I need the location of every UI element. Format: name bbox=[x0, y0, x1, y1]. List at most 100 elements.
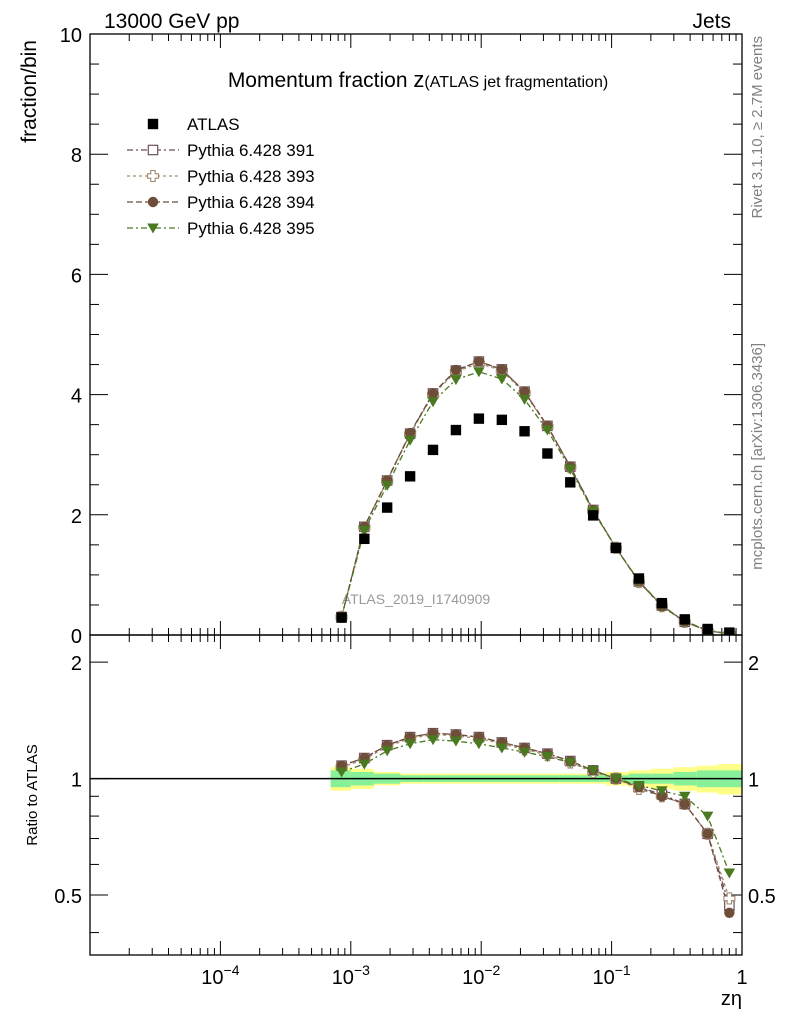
data-point bbox=[542, 448, 553, 459]
x-tick-label: 10−4 bbox=[201, 962, 239, 989]
data-point bbox=[427, 444, 439, 456]
ratio-series-point bbox=[496, 743, 508, 754]
legend-label: Pythia 6.428 395 bbox=[187, 219, 315, 238]
ratio-series-point bbox=[518, 747, 531, 758]
ratio-series-point bbox=[679, 798, 690, 810]
series-point bbox=[450, 364, 462, 376]
ratio-series-point bbox=[724, 907, 735, 918]
chart-title-sub: (ATLAS jet fragmentation) bbox=[424, 74, 608, 91]
legend-item: Pythia 6.428 393 bbox=[127, 167, 315, 186]
data-point bbox=[702, 623, 713, 635]
ratio-series-point bbox=[610, 774, 622, 785]
ratio-series-line bbox=[341, 732, 731, 906]
ratio-series-line bbox=[341, 733, 731, 899]
ratio-series-point bbox=[381, 746, 393, 757]
x-tick-label-base: 10 bbox=[592, 967, 614, 989]
main-data bbox=[335, 356, 736, 635]
x-tick-label-base: 10 bbox=[462, 967, 484, 989]
y-tick-label: 6 bbox=[71, 265, 82, 287]
legend-item: Pythia 6.428 391 bbox=[127, 141, 315, 160]
ratio-series-point bbox=[335, 767, 348, 778]
legend-label: Pythia 6.428 393 bbox=[187, 167, 315, 186]
chart-title: Momentum fraction z(ATLAS jet fragmentat… bbox=[228, 67, 608, 92]
data-point bbox=[633, 573, 645, 584]
legend-marker bbox=[147, 118, 159, 130]
series-point bbox=[404, 435, 416, 446]
x-tick-label-base: 1 bbox=[736, 967, 747, 989]
ratio-series-line bbox=[341, 732, 731, 913]
ratio-series-point bbox=[427, 735, 439, 746]
data-point bbox=[473, 413, 485, 424]
series-point bbox=[473, 367, 485, 378]
ratio-series-point bbox=[723, 892, 736, 905]
series-point bbox=[518, 394, 531, 405]
y-tick-label: 2 bbox=[71, 506, 82, 528]
x-tick-label: 10−3 bbox=[332, 962, 370, 989]
chart-title-z: z bbox=[413, 67, 424, 92]
y-axis-label: fraction/bin bbox=[18, 40, 41, 143]
series-point bbox=[496, 374, 508, 385]
ratio-series-point bbox=[633, 780, 645, 791]
ratio-series-point bbox=[564, 758, 577, 769]
x-tick-label-base: 10 bbox=[332, 967, 354, 989]
ratio-series-point bbox=[450, 736, 462, 747]
ratio-data bbox=[335, 727, 736, 918]
data-point bbox=[496, 414, 508, 426]
data-point bbox=[610, 542, 622, 554]
series-point bbox=[358, 525, 371, 536]
ratio-y-tick-label: 1 bbox=[71, 770, 82, 792]
data-point bbox=[724, 627, 735, 635]
data-point bbox=[336, 612, 347, 623]
ratio-series-point bbox=[358, 759, 371, 770]
y-tick-label: 0 bbox=[71, 626, 82, 648]
series-point bbox=[427, 397, 439, 408]
ratio-series-point bbox=[587, 765, 599, 776]
x-tick-label-base: 10 bbox=[201, 967, 223, 989]
ratio-series-point bbox=[702, 828, 713, 839]
series-point bbox=[519, 386, 530, 397]
chart-title-main: Momentum fraction bbox=[228, 69, 414, 92]
ratio-series-point bbox=[404, 739, 416, 750]
ratio-series-point bbox=[656, 791, 668, 802]
data-point bbox=[679, 614, 690, 625]
ratio-y-tick-label-right: 0.5 bbox=[748, 886, 776, 908]
x-tick-label-exponent: −1 bbox=[615, 962, 631, 978]
legend-marker bbox=[147, 196, 159, 208]
mcplots-label: mcplots.cern.ch [arXiv:1306.3436] bbox=[749, 343, 766, 570]
ratio-plot-frame bbox=[89, 634, 743, 956]
legend: ATLAS Pythia 6.428 391 Pythia 6.428 393 Pyt… bbox=[127, 115, 315, 238]
analysis-label: ATLAS_2019_I1740909 bbox=[342, 591, 491, 607]
series-point bbox=[427, 388, 439, 399]
ratio-series-point bbox=[473, 739, 485, 750]
y-tick-label: 8 bbox=[71, 145, 82, 167]
series-point bbox=[496, 364, 508, 375]
ratio-series-line bbox=[341, 739, 731, 874]
x-tick-label-exponent: −2 bbox=[484, 962, 500, 978]
ratio-y-axis-label: Ratio to ATLAS bbox=[24, 744, 41, 845]
y-tick-label: 10 bbox=[60, 25, 82, 47]
legend-label: ATLAS bbox=[187, 115, 240, 134]
legend-item: Pythia 6.428 394 bbox=[127, 193, 315, 212]
category-label: Jets bbox=[692, 10, 731, 33]
energy-label: 13000 GeV pp bbox=[104, 10, 239, 33]
series-point bbox=[541, 425, 554, 436]
ratio-plot-group: 0.5 0.5 1 1 2 2 bbox=[54, 634, 776, 956]
legend-label: Pythia 6.428 391 bbox=[187, 141, 315, 160]
x-tick-label: 10−2 bbox=[462, 962, 500, 989]
series-point bbox=[404, 427, 416, 439]
legend-item: Pythia 6.428 395 bbox=[127, 219, 315, 238]
data-point bbox=[656, 597, 668, 609]
series-line bbox=[340, 371, 730, 635]
data-point bbox=[587, 510, 599, 521]
ratio-series-point bbox=[656, 786, 668, 797]
ratio-y-tick-label-right: 1 bbox=[748, 770, 759, 792]
data-point bbox=[565, 477, 576, 488]
x-tick-label-exponent: −4 bbox=[224, 962, 240, 978]
series-point bbox=[450, 375, 462, 386]
y-tick-label: 4 bbox=[71, 386, 82, 408]
ratio-y-tick-label-right: 2 bbox=[748, 653, 759, 675]
legend-marker bbox=[146, 169, 160, 183]
data-point bbox=[381, 502, 393, 513]
